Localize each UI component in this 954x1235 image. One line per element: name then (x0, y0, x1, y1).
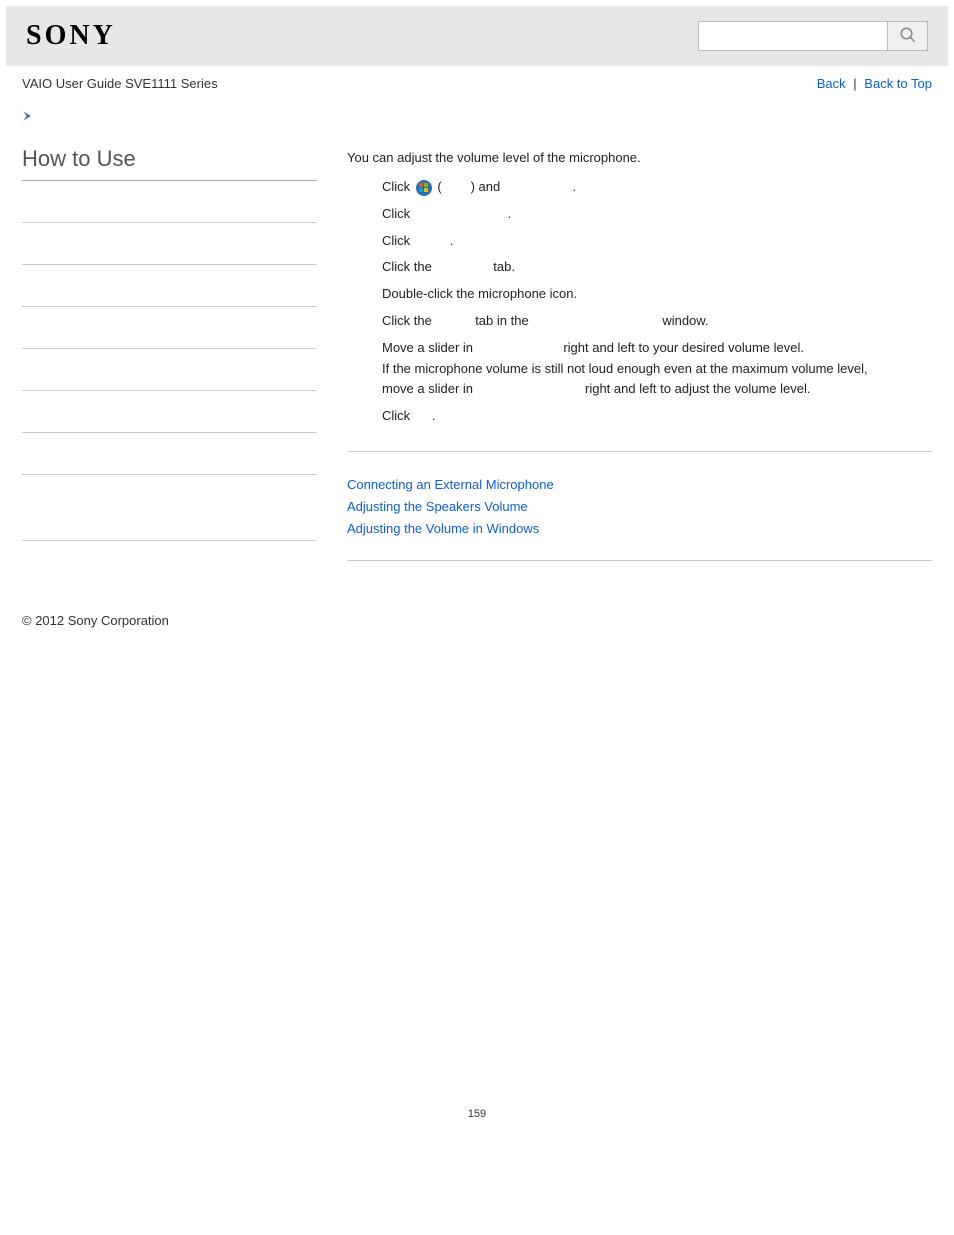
related-link[interactable]: Adjusting the Volume in Windows (347, 518, 932, 540)
step-item: Double-click the microphone icon. (382, 284, 932, 305)
step-item: Click . (382, 231, 932, 252)
search-wrap (698, 21, 928, 51)
step-item: Click . (382, 204, 932, 225)
sidebar-item[interactable] (22, 265, 317, 307)
section-divider-2 (347, 560, 932, 561)
step-list: Click ( ) and . Click . Click . Click the t… (347, 177, 932, 427)
back-link[interactable]: Back (817, 76, 846, 91)
breadcrumb-arrow-row (0, 109, 954, 146)
related-link[interactable]: Adjusting the Speakers Volume (347, 496, 932, 518)
subheader: VAIO User Guide SVE1111 Series Back | Ba… (0, 66, 954, 109)
page-number: 159 (0, 1108, 954, 1150)
nav-links: Back | Back to Top (817, 76, 932, 91)
intro-text: You can adjust the volume level of the m… (347, 150, 932, 165)
sidebar-item[interactable] (22, 349, 317, 391)
footer: © 2012 Sony Corporation (0, 583, 954, 628)
step-item: Click . (382, 406, 932, 427)
sidebar-item[interactable] (22, 181, 317, 223)
related-link[interactable]: Connecting an External Microphone (347, 474, 932, 496)
guide-title: VAIO User Guide SVE1111 Series (22, 76, 218, 91)
nav-separator: | (853, 76, 856, 91)
sidebar-title: How to Use (22, 146, 317, 181)
step-item: Click ( ) and . (382, 177, 932, 198)
sidebar-item[interactable] (22, 433, 317, 475)
step-item: Click the tab in the window. (382, 311, 932, 332)
sidebar-gap (22, 475, 317, 499)
search-input[interactable] (698, 21, 888, 51)
sidebar-item[interactable] (22, 391, 317, 433)
windows-start-icon (416, 180, 432, 196)
sidebar-item[interactable] (22, 499, 317, 541)
search-button[interactable] (888, 21, 928, 51)
chevron-right-icon (22, 111, 40, 126)
sidebar-item[interactable] (22, 307, 317, 349)
header-bar: SONY (6, 6, 948, 66)
content-wrap: How to Use You can adjust the volume lev… (0, 146, 954, 583)
main-content: You can adjust the volume level of the m… (347, 146, 932, 583)
sony-logo: SONY (26, 20, 116, 52)
section-divider (347, 451, 932, 452)
copyright-text: © 2012 Sony Corporation (22, 613, 169, 628)
step-item: Click the tab. (382, 257, 932, 278)
sidebar: How to Use (22, 146, 317, 583)
sidebar-item[interactable] (22, 223, 317, 265)
search-icon (899, 26, 917, 47)
related-links: Connecting an External MicrophoneAdjusti… (347, 474, 932, 540)
step-item: Move a slider in right and left to your … (382, 338, 932, 400)
back-to-top-link[interactable]: Back to Top (864, 76, 932, 91)
